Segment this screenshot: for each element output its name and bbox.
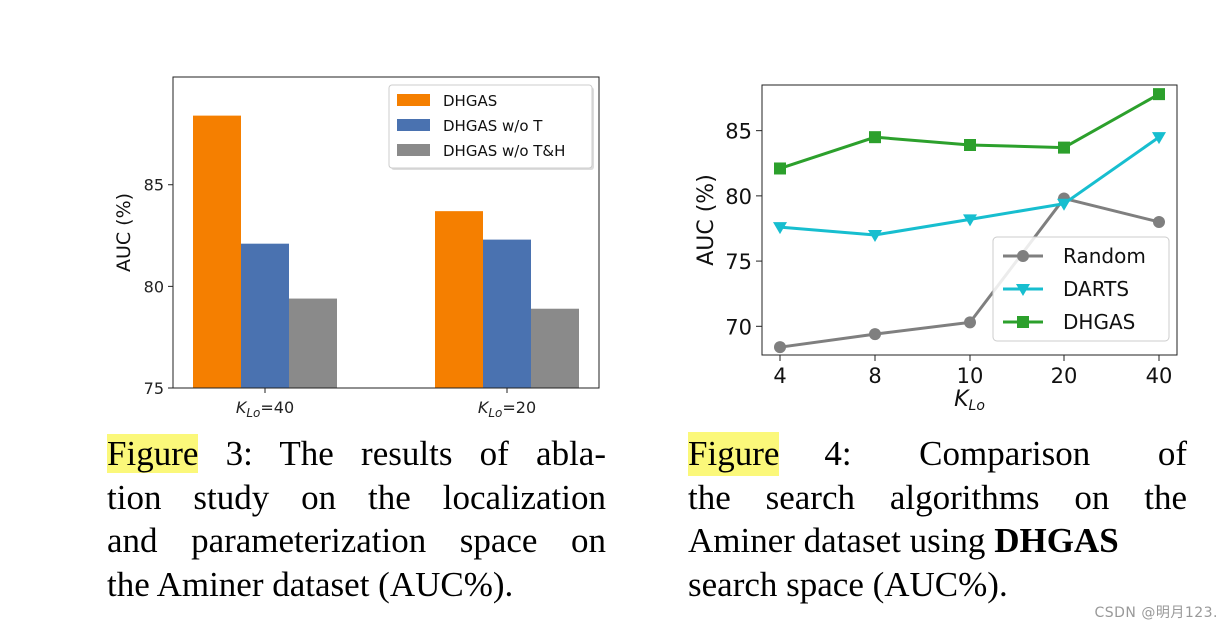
legend-swatch — [397, 94, 430, 106]
caption-line: tion study on the localization — [107, 477, 606, 517]
series-line-dhgas — [779, 92, 1160, 170]
y-axis-label: AUC (%) — [113, 193, 135, 272]
caption-line: Figure 3: The results of abla- — [107, 432, 606, 476]
point-random-8 — [869, 328, 881, 341]
point-random-10 — [964, 316, 976, 329]
legend-marker — [1017, 316, 1029, 328]
caption-line: Aminer dataset using DHGAS — [688, 519, 1187, 563]
legend-box — [388, 84, 593, 169]
bar-dhgas-1 — [193, 115, 241, 389]
bar-dhgas-w-o-t-h-1 — [289, 298, 337, 388]
watermark: CSDN @明月123. — [1094, 605, 1218, 621]
point-dhgas-20 — [1058, 141, 1070, 154]
point-darts-20 — [1057, 198, 1071, 211]
point-dhgas-10 — [964, 139, 976, 151]
legend-label: Random — [1063, 244, 1146, 268]
y-tick-label: 80 — [725, 185, 752, 209]
x-tick-label: KLo=20 — [478, 398, 536, 420]
legend-marker — [1016, 284, 1030, 296]
bar-dhgas-w-o-t-2 — [483, 239, 531, 388]
legend-swatch — [397, 119, 430, 131]
legend-swatch — [397, 144, 430, 156]
legend-label: DARTS — [1063, 277, 1129, 301]
legend-box — [992, 236, 1170, 342]
x-tick-label: 40 — [1146, 364, 1173, 388]
legend-label: DHGAS — [1063, 310, 1135, 334]
y-tick-label: 85 — [144, 176, 164, 195]
legend-label: DHGAS w/o T&H — [443, 142, 565, 160]
figure-4-caption: Figure 4: Comparison of the search algor… — [688, 432, 1187, 606]
y-tick-label: 80 — [144, 277, 164, 296]
caption-line: the Aminer dataset (AUC%). — [107, 564, 514, 604]
legend-label: DHGAS — [443, 92, 497, 110]
highlighted-word: Figure — [107, 434, 199, 473]
legend-label: DHGAS w/o T — [443, 117, 543, 135]
point-dhgas-4 — [774, 162, 786, 175]
x-tick-label: 10 — [957, 364, 984, 388]
bar-dhgas-w-o-t-h-2 — [531, 308, 579, 388]
caption-bold-text: DHGAS — [994, 521, 1119, 560]
x-axis-label: KLo — [954, 387, 985, 414]
x-tick-label: 8 — [868, 364, 881, 388]
y-tick-label: 75 — [144, 379, 164, 398]
x-tick-label: KLo=40 — [236, 398, 294, 420]
caption-line: and parameterization space on — [107, 521, 606, 560]
caption-line: Figure 4: Comparison of — [688, 432, 1187, 476]
point-darts-40 — [1152, 132, 1166, 145]
point-random-40 — [1153, 215, 1165, 228]
point-darts-4 — [773, 222, 787, 235]
legend-marker — [1017, 250, 1029, 262]
x-tick-label: 20 — [1051, 364, 1078, 388]
point-dhgas-8 — [869, 131, 881, 144]
y-tick-label: 70 — [725, 315, 752, 339]
bar-dhgas-w-o-t-1 — [241, 243, 289, 388]
y-axis-label: AUC (%) — [694, 174, 719, 266]
plot-frame — [172, 76, 600, 389]
highlighted-word: Figure — [688, 432, 780, 476]
y-tick-label: 85 — [725, 120, 752, 144]
caption-line: the search algorithms on the — [688, 477, 1187, 517]
point-darts-8 — [868, 230, 882, 242]
figure-3-caption: Figure 3: The results of abla- tion stud… — [107, 432, 606, 606]
x-tick-label: 4 — [773, 364, 786, 388]
point-darts-10 — [963, 214, 977, 227]
point-dhgas-40 — [1153, 88, 1165, 101]
caption-line: search space (AUC%). — [688, 564, 1008, 604]
caption-text: 4: Comparison of — [824, 434, 1187, 473]
caption-text: 3: The results of abla- — [198, 434, 606, 473]
point-random-4 — [774, 341, 786, 354]
bar-dhgas-2 — [435, 211, 483, 388]
y-tick-label: 75 — [725, 250, 752, 274]
caption-text: Aminer dataset using — [688, 521, 995, 560]
